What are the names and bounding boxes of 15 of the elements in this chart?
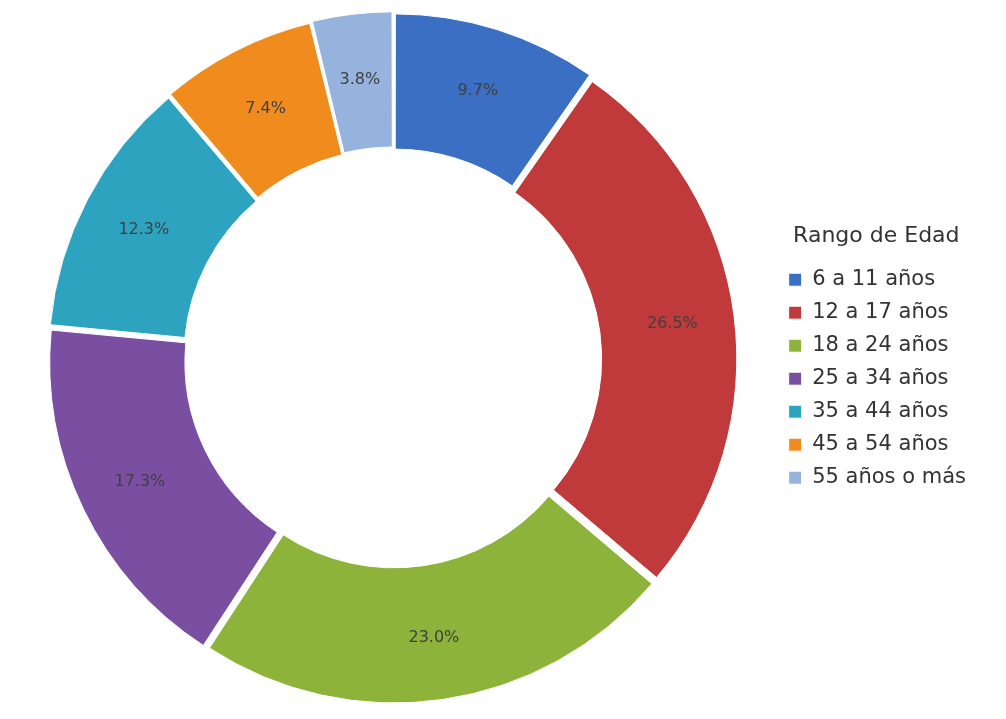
legend-label: 6 a 11 años: [812, 266, 936, 291]
legend-label: 55 años o más: [812, 464, 967, 489]
legend-label: 45 a 54 años: [812, 431, 949, 456]
data-label: 12.3%: [118, 218, 170, 238]
data-label: 3.8%: [339, 69, 381, 89]
data-label: 9.7%: [457, 80, 499, 100]
data-label: 7.4%: [245, 97, 286, 117]
data-label: 23.0%: [408, 627, 460, 647]
legend-label: 35 a 44 años: [812, 398, 949, 423]
legend-label: 18 a 24 años: [812, 332, 949, 357]
data-label: 17.3%: [114, 470, 166, 490]
data-label: 26.5%: [646, 312, 698, 332]
legend-title: Rango de Edad: [793, 221, 960, 247]
legend-label: 25 a 34 años: [812, 365, 949, 390]
legend-label: 12 a 17 años: [812, 299, 949, 324]
